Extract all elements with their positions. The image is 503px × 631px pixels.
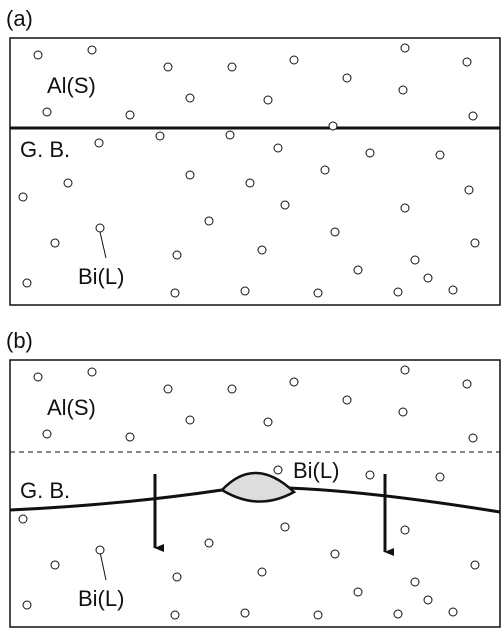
liquid-label: Bi(L): [78, 586, 124, 611]
particle: [95, 545, 105, 555]
particle: [50, 238, 60, 248]
particle: [462, 57, 472, 67]
particle: [400, 365, 410, 375]
particle: [342, 73, 352, 83]
particle: [33, 372, 43, 382]
particle: [423, 273, 433, 283]
leader-line: [99, 231, 107, 259]
particle: [240, 286, 250, 296]
particle: [185, 415, 195, 425]
particle: [170, 610, 180, 620]
particle: [63, 178, 73, 188]
particle: [257, 245, 267, 255]
particle: [289, 377, 299, 387]
particle: [95, 223, 105, 233]
particle: [398, 85, 408, 95]
panel-frame: [9, 359, 501, 628]
particle: [468, 433, 478, 443]
particle: [400, 525, 410, 535]
particle: [227, 384, 237, 394]
particle: [330, 227, 340, 237]
particle: [245, 178, 255, 188]
particle: [353, 587, 363, 597]
particle: [87, 45, 97, 55]
particle: [163, 62, 173, 72]
particle: [410, 577, 420, 587]
particle: [462, 379, 472, 389]
panel-label: (b): [6, 328, 33, 353]
particle: [87, 367, 97, 377]
particle: [273, 465, 283, 475]
particle: [289, 55, 299, 65]
particle: [155, 131, 165, 141]
particle: [423, 595, 433, 605]
boundary-label: G. B.: [20, 478, 70, 503]
particle: [410, 255, 420, 265]
boundary-label: G. B.: [20, 137, 70, 162]
particle: [448, 285, 458, 295]
particle: [172, 250, 182, 260]
leader-line: [99, 551, 107, 581]
particle: [342, 395, 352, 405]
particle: [125, 432, 135, 442]
particle: [172, 572, 182, 582]
particle: [263, 95, 273, 105]
particle: [280, 522, 290, 532]
particle: [365, 148, 375, 158]
particle: [185, 93, 195, 103]
particle: [353, 265, 363, 275]
particle: [225, 130, 235, 140]
particle: [94, 138, 104, 148]
liquid-lens: [220, 471, 297, 503]
particle: [204, 216, 214, 226]
particle: [464, 185, 474, 195]
particle: [42, 107, 52, 117]
particle: [320, 165, 330, 175]
particle: [398, 407, 408, 417]
panel-label: (a): [6, 6, 33, 31]
particle: [330, 549, 340, 559]
lens-label: Bi(L): [293, 458, 339, 483]
particle: [227, 62, 237, 72]
particle: [170, 288, 180, 298]
particle: [163, 384, 173, 394]
particle: [328, 121, 338, 131]
solid-label: Al(S): [47, 73, 96, 98]
particle: [125, 110, 135, 120]
particle: [185, 170, 195, 180]
particle: [468, 111, 478, 121]
particle: [393, 287, 403, 297]
particle: [257, 567, 267, 577]
particle: [42, 429, 52, 439]
particle: [435, 472, 445, 482]
particle: [400, 43, 410, 53]
particle: [22, 278, 32, 288]
panel-frame: [9, 37, 501, 306]
particle: [435, 150, 445, 160]
particle: [18, 514, 28, 524]
particle: [263, 417, 273, 427]
particle: [280, 200, 290, 210]
particle: [470, 560, 480, 570]
particle: [273, 143, 283, 153]
liquid-label: Bi(L): [78, 264, 124, 289]
particle: [240, 608, 250, 618]
particle: [33, 50, 43, 60]
particle: [313, 288, 323, 298]
particle: [22, 600, 32, 610]
particle: [204, 538, 214, 548]
particle: [400, 203, 410, 213]
particle: [470, 238, 480, 248]
solid-label: Al(S): [47, 395, 96, 420]
particle: [18, 192, 28, 202]
particle: [365, 470, 375, 480]
particle: [393, 609, 403, 619]
particle: [448, 607, 458, 617]
particle: [50, 560, 60, 570]
particle: [313, 610, 323, 620]
